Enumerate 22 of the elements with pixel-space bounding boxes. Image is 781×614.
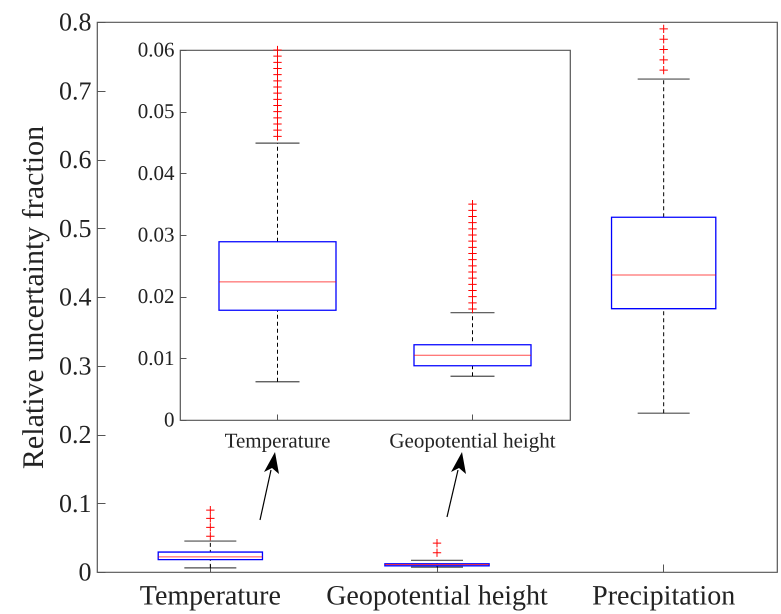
y-tick-label: 0.2 <box>59 420 92 449</box>
y-tick-label: 0 <box>164 408 174 432</box>
y-tick-label: 0.5 <box>59 214 92 243</box>
y-tick-label: 0.1 <box>59 488 92 518</box>
y-tick-label: 0.3 <box>59 351 92 380</box>
y-tick-label: 0.6 <box>59 145 92 174</box>
x-tick-label: Precipitation <box>592 580 736 612</box>
y-tick-label: 0.02 <box>138 284 174 308</box>
y-tick-label: 0.03 <box>138 222 174 246</box>
y-tick-label: 0.04 <box>138 160 175 185</box>
y-tick-label: 0.05 <box>138 99 174 124</box>
x-tick-label: Geopotential height <box>326 580 548 612</box>
y-tick-label: 0 <box>78 558 92 586</box>
y-tick-label: 0.8 <box>59 8 92 36</box>
y-tick-label: 0.06 <box>138 38 174 62</box>
x-tick-label: Geopotential height <box>389 428 556 452</box>
x-tick-label: Temperature <box>140 580 281 612</box>
y-tick-label: 0.4 <box>59 282 92 312</box>
y-axis-title: Relative uncertainty fraction <box>17 126 50 470</box>
y-tick-label: 0.01 <box>138 346 174 370</box>
x-tick-label: Temperature <box>224 428 330 452</box>
y-tick-label: 0.7 <box>59 76 92 106</box>
